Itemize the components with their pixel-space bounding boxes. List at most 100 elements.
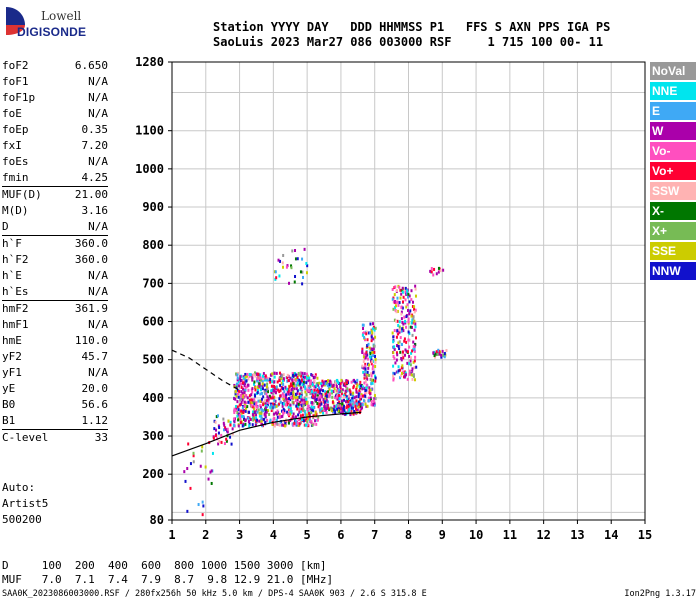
echo-point xyxy=(292,416,295,420)
echo-point xyxy=(360,395,363,399)
auto-label: Auto: xyxy=(2,481,36,494)
echo-point xyxy=(324,406,327,410)
echo-point xyxy=(263,399,266,403)
echo-point xyxy=(251,376,254,380)
echo-point xyxy=(298,382,301,386)
echo-point xyxy=(239,398,242,402)
echo-point xyxy=(305,423,308,427)
echo-point xyxy=(392,378,395,382)
param-value: 7.20 xyxy=(81,139,109,152)
echo-point xyxy=(326,406,329,410)
lowell-digisonde-logo: Lowell DIGISONDE xyxy=(3,3,113,43)
param-row: foEs N/A xyxy=(2,154,108,170)
echo-point xyxy=(413,328,416,332)
echo-point xyxy=(304,390,307,394)
param-row: h`F2 360.0 xyxy=(2,252,108,268)
echo-point xyxy=(370,358,373,362)
echo-point xyxy=(254,394,257,398)
echo-point xyxy=(367,373,370,377)
echo-point xyxy=(405,305,408,309)
echo-point xyxy=(243,391,246,395)
echo-point xyxy=(256,379,259,383)
echo-point xyxy=(306,379,309,383)
param-name: M(D) xyxy=(2,204,29,217)
param-row: B1 1.12 xyxy=(2,413,108,429)
y-tick-label: 600 xyxy=(142,315,164,329)
echo-point xyxy=(410,325,413,329)
echo-point xyxy=(332,390,335,394)
echo-point xyxy=(392,335,395,339)
echo-point xyxy=(251,413,254,417)
echo-point xyxy=(281,261,284,265)
echo-point xyxy=(257,399,260,403)
echo-point xyxy=(299,405,302,409)
echo-point xyxy=(253,398,256,402)
echo-point xyxy=(347,405,350,409)
echo-point xyxy=(344,389,347,393)
echo-point xyxy=(393,345,396,349)
echo-point xyxy=(267,396,270,400)
echo-point xyxy=(342,407,345,411)
echo-point xyxy=(355,387,358,391)
echo-point xyxy=(412,348,415,352)
echo-point xyxy=(441,349,444,353)
echo-point xyxy=(270,388,273,392)
echo-point xyxy=(243,392,246,396)
echo-point xyxy=(350,405,353,409)
echo-point xyxy=(338,400,341,404)
echo-point xyxy=(362,394,365,398)
echo-point xyxy=(302,400,305,404)
echo-point xyxy=(264,374,267,378)
echo-point xyxy=(326,400,329,404)
echo-point xyxy=(291,249,294,253)
echo-point xyxy=(293,421,296,425)
legend-item-vo: Vo- xyxy=(650,142,696,160)
echo-point xyxy=(413,319,416,323)
param-value: 0.35 xyxy=(81,123,109,136)
echo-point xyxy=(308,376,311,380)
echo-point xyxy=(405,349,408,353)
echo-point xyxy=(374,374,377,378)
echo-point xyxy=(251,423,254,427)
echo-point xyxy=(284,399,287,403)
echo-point xyxy=(363,381,366,385)
echo-point xyxy=(296,391,299,395)
echo-point xyxy=(370,378,373,382)
echo-point xyxy=(440,353,443,357)
echo-point xyxy=(371,367,374,371)
echo-point xyxy=(278,402,281,406)
echo-point xyxy=(358,402,361,406)
echo-point xyxy=(402,295,405,299)
echo-point xyxy=(400,317,403,321)
echo-point xyxy=(281,414,284,418)
echo-point xyxy=(321,409,324,413)
echo-point xyxy=(262,377,265,381)
echo-point xyxy=(323,408,326,412)
echo-point xyxy=(392,340,395,344)
echo-point xyxy=(278,371,281,375)
echo-point xyxy=(393,372,396,376)
echo-point xyxy=(439,269,442,273)
echo-point xyxy=(373,344,376,348)
echo-point xyxy=(374,397,377,401)
echo-point xyxy=(355,407,358,411)
echo-point xyxy=(326,403,329,407)
echo-point xyxy=(408,362,411,366)
echo-point xyxy=(264,414,267,418)
echo-point xyxy=(197,503,200,507)
echo-point xyxy=(364,394,367,398)
echo-point xyxy=(400,305,403,309)
param-separator xyxy=(2,235,108,236)
echo-point xyxy=(408,294,411,298)
echo-point xyxy=(288,389,291,393)
echo-point xyxy=(272,396,275,400)
param-row: foEp 0.35 xyxy=(2,122,108,138)
param-row: yF2 45.7 xyxy=(2,349,108,365)
echo-point xyxy=(260,410,263,414)
echo-point xyxy=(311,391,314,395)
echo-point xyxy=(395,370,398,374)
echo-point xyxy=(402,370,405,374)
echo-point xyxy=(300,391,303,395)
echo-point xyxy=(250,373,253,377)
param-name: foF1p xyxy=(2,91,36,104)
